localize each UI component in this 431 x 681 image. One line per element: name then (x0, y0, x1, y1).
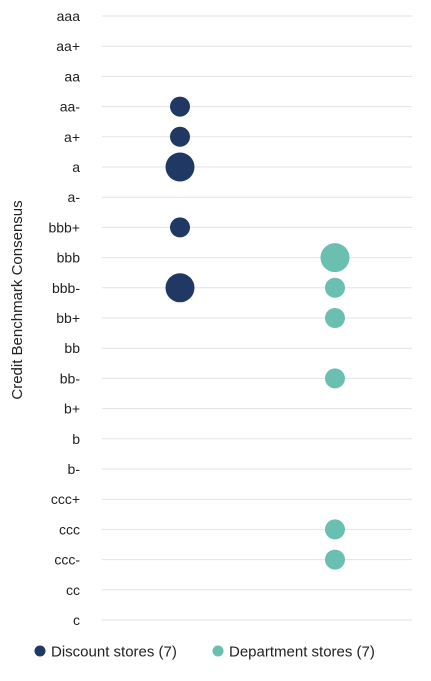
y-tick-label: bb+ (56, 310, 80, 326)
data-point-department-ccc (325, 519, 345, 540)
legend: Discount stores (7) Department stores (7) (34, 644, 375, 661)
y-tick-label: cc (66, 582, 80, 598)
y-tick-label: bbb+ (48, 219, 80, 235)
y-tick-label: aa+ (56, 38, 80, 54)
y-tick-label: c (73, 612, 80, 628)
y-tick-label: a- (68, 189, 81, 205)
y-tick-label: b (72, 431, 80, 447)
y-axis-title: Credit Benchmark Consensus (9, 200, 26, 399)
grid-lines (102, 15, 412, 621)
y-tick-label: a (72, 159, 80, 175)
y-tick-label: bb (64, 340, 80, 356)
y-axis-tick-labels: aaaaa+aaaa-a+aa-bbb+bbbbbb-bb+bbbb-b+bb-… (48, 8, 80, 628)
y-tick-label: ccc- (54, 552, 80, 568)
data-point-department-bb- (325, 368, 345, 389)
y-tick-label: aa (64, 68, 80, 84)
y-tick-label: b+ (64, 401, 80, 417)
legend-label-discount: Discount stores (7) (51, 644, 177, 661)
y-tick-label: a+ (64, 129, 80, 145)
data-point-discount-a+ (170, 126, 190, 147)
data-point-discount-aa- (170, 96, 190, 117)
y-tick-label: bbb- (52, 280, 80, 296)
y-tick-label: bb- (60, 370, 81, 386)
data-point-department-bbb (320, 243, 350, 273)
data-point-department-bb+ (325, 308, 345, 328)
legend-marker-discount (34, 645, 46, 657)
data-point-department-ccc- (325, 549, 345, 570)
data-points (165, 96, 350, 570)
y-tick-label: ccc (59, 521, 80, 537)
data-point-department-bbb- (325, 277, 345, 298)
data-point-discount-a (165, 152, 195, 182)
y-tick-label: b- (68, 461, 81, 477)
y-tick-label: aa- (60, 99, 81, 115)
y-tick-label: ccc+ (51, 491, 80, 507)
data-point-discount-bbb- (165, 273, 195, 303)
data-point-discount-bbb+ (170, 217, 190, 238)
y-tick-label: bbb (57, 250, 81, 266)
legend-label-department: Department stores (7) (229, 644, 375, 661)
y-tick-label: aaa (57, 8, 81, 24)
legend-marker-department (212, 645, 224, 657)
